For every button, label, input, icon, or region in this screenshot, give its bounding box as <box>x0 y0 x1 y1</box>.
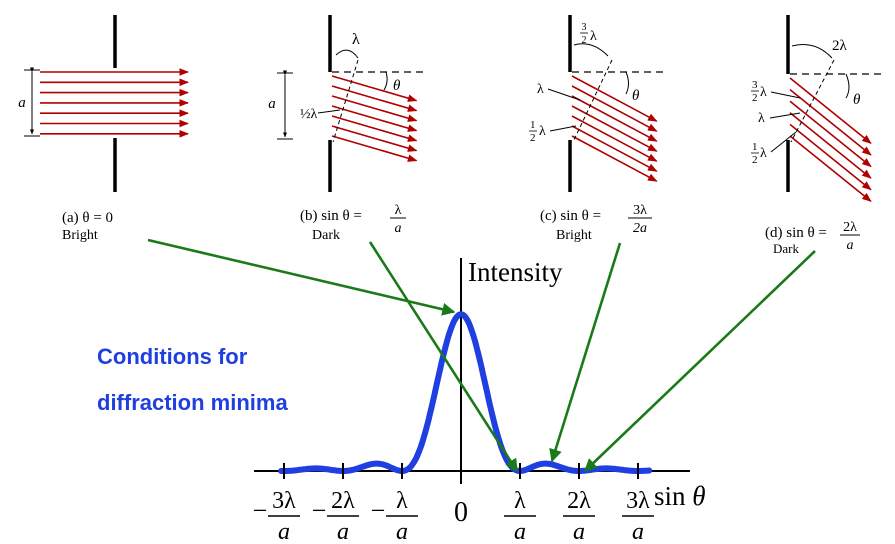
heading-line-1: Conditions for <box>97 344 248 369</box>
svg-text:1: 1 <box>752 141 758 153</box>
tick-denominator: a <box>514 519 526 544</box>
arrow-secondary-max <box>549 242 622 463</box>
ray <box>789 100 872 168</box>
intensity-curve <box>278 311 653 474</box>
ray <box>571 75 658 122</box>
ray <box>789 112 872 179</box>
panel-b: a λ θ ½λ (b) sin θ = λ a Dark <box>268 15 428 243</box>
tick-numerator: 2λ <box>567 488 591 514</box>
theta-label: θ <box>853 92 861 108</box>
diffracted-rays <box>789 77 872 202</box>
ray <box>789 88 872 156</box>
path-label: λ <box>352 31 360 48</box>
tick-numerator: λ <box>514 488 526 514</box>
label-3-2-lambda: 3 <box>582 22 587 33</box>
svg-text:2: 2 <box>752 92 758 104</box>
ray <box>571 125 658 172</box>
caption-c-den: 2a <box>633 221 647 236</box>
diffracted-rays <box>331 75 418 162</box>
tick-numerator: 3λ <box>272 488 296 514</box>
tick-label: 0 <box>454 497 468 528</box>
ray <box>571 85 658 132</box>
ray <box>331 115 418 142</box>
svg-text:2: 2 <box>752 154 758 166</box>
ray <box>331 135 418 162</box>
svg-text:2: 2 <box>582 35 587 46</box>
panel-d: 2λ θ 3 2 λ λ 1 2 λ (d) sin θ = 2λ a Dark <box>751 15 884 256</box>
heading-line-2: diffraction minima <box>97 390 288 415</box>
ray <box>571 95 658 142</box>
ray <box>331 75 418 102</box>
panel-c: 3 2 λ θ λ 1 2 λ (c) sin θ = 3λ 2a Bright <box>529 15 668 243</box>
half-lambda-label: ½λ <box>300 107 318 122</box>
tick-minus: − <box>253 496 268 525</box>
axis-label: sin θ <box>654 481 706 511</box>
tick-denominator: a <box>632 519 644 544</box>
ray <box>331 85 418 112</box>
lambda-label: λ <box>537 82 544 97</box>
ray <box>331 125 418 152</box>
caption-d-den: a <box>847 238 854 253</box>
tick-minus: − <box>312 496 327 525</box>
plane-wave-rays <box>40 68 189 138</box>
svg-text:λ: λ <box>590 29 597 44</box>
ray <box>571 105 658 152</box>
tick-denominator: a <box>573 519 585 544</box>
tick-numerator: 3λ <box>626 488 650 514</box>
width-label: a <box>268 96 276 112</box>
caption-b-num: λ <box>395 203 402 218</box>
label-3-2-lambda: λ <box>760 85 767 100</box>
theta-label: θ <box>393 78 401 94</box>
caption-c: (c) sin θ = <box>540 208 601 224</box>
svg-text:3: 3 <box>752 79 758 91</box>
caption-d-num: 2λ <box>843 220 857 235</box>
tick-numerator: 2λ <box>331 488 355 514</box>
arrow-bright-central <box>147 238 456 316</box>
arrow-second-minimum <box>584 250 816 472</box>
panel-a: a (a) θ = 0 Bright <box>18 15 189 243</box>
ray <box>571 135 658 182</box>
tick-denominator: a <box>337 519 349 544</box>
intensity-label: Intensity <box>468 257 563 287</box>
half-lambda-label: λ <box>539 124 546 139</box>
pointer-arrows <box>147 238 816 473</box>
width-label: a <box>18 95 26 111</box>
ray <box>331 95 418 122</box>
tick-minus: − <box>371 496 386 525</box>
state-d: Dark <box>773 241 799 256</box>
caption-a: (a) θ = 0 <box>62 210 113 226</box>
ray <box>331 105 418 132</box>
ray <box>571 115 658 162</box>
lambda-label: λ <box>758 111 765 126</box>
state-a: Bright <box>62 228 98 243</box>
diffracted-rays <box>571 75 658 182</box>
state-c: Bright <box>556 228 592 243</box>
svg-text:2: 2 <box>530 132 536 144</box>
ray <box>789 135 872 202</box>
svg-text:1: 1 <box>530 119 536 131</box>
tick-denominator: a <box>396 519 408 544</box>
caption-b-den: a <box>395 221 402 236</box>
caption-d: (d) sin θ = <box>765 225 827 241</box>
half-lambda-label: λ <box>760 146 767 161</box>
caption-c-num: 3λ <box>633 203 647 218</box>
ray <box>789 123 872 191</box>
tick-numerator: λ <box>396 488 408 514</box>
caption-b: (b) sin θ = <box>300 208 362 224</box>
theta-label: θ <box>632 88 640 104</box>
ray <box>789 77 872 144</box>
label-2-lambda: 2λ <box>832 38 848 54</box>
arrow-first-minimum <box>368 241 519 473</box>
state-b: Dark <box>312 228 340 243</box>
tick-denominator: a <box>278 519 290 544</box>
